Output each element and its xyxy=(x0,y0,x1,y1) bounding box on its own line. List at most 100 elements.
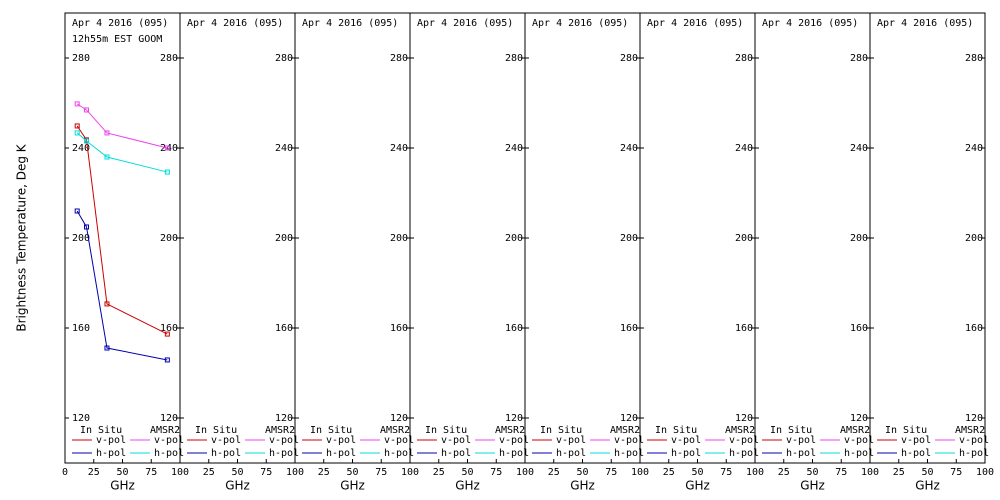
x-tick-label: 75 xyxy=(145,467,157,478)
x-tick-label: 50 xyxy=(806,467,818,478)
x-tick-label: 75 xyxy=(375,467,387,478)
series-line xyxy=(76,210,168,361)
legend-label: h-pol xyxy=(441,448,471,459)
series-line xyxy=(76,125,168,335)
x-axis-label: GHz xyxy=(685,479,710,493)
legend-label: h-pol xyxy=(614,448,644,459)
y-tick-label: 160 xyxy=(275,323,293,334)
legend-label: v-pol xyxy=(154,435,184,446)
x-axis-label: GHz xyxy=(915,479,940,493)
x-tick-label: 25 xyxy=(778,467,790,478)
panel-title: Apr 4 2016 (095) xyxy=(417,18,513,29)
legend-label: v-pol xyxy=(96,435,126,446)
y-tick-label: 120 xyxy=(965,413,983,424)
point-marker xyxy=(84,138,90,144)
x-tick-label: 100 xyxy=(401,467,419,478)
point-marker xyxy=(104,130,110,136)
legend-label: h-pol xyxy=(786,448,816,459)
y-tick-label: 200 xyxy=(275,233,293,244)
legend-label: v-pol xyxy=(671,435,701,446)
legend-label: h-pol xyxy=(959,448,989,459)
legend-group: AMSR2 xyxy=(955,425,985,436)
panel-title: Apr 4 2016 (095) xyxy=(302,18,398,29)
y-tick-label: 160 xyxy=(160,323,178,334)
legend-label: v-pol xyxy=(384,435,414,446)
panel-title: Apr 4 2016 (095) xyxy=(532,18,628,29)
legend-label: h-pol xyxy=(901,448,931,459)
y-tick-label: 200 xyxy=(965,233,983,244)
y-tick-label: 200 xyxy=(505,233,523,244)
point-marker xyxy=(104,154,110,160)
legend-label: h-pol xyxy=(671,448,701,459)
point-marker xyxy=(74,101,80,107)
legend-label: h-pol xyxy=(556,448,586,459)
legend-group: AMSR2 xyxy=(150,425,180,436)
y-tick-label: 280 xyxy=(965,53,983,64)
y-tick-label: 160 xyxy=(390,323,408,334)
y-tick-label: 160 xyxy=(620,323,638,334)
legend-label: h-pol xyxy=(154,448,184,459)
point-marker xyxy=(74,123,80,129)
legend-label: v-pol xyxy=(441,435,471,446)
y-tick-label: 280 xyxy=(505,53,523,64)
x-tick-label: 25 xyxy=(548,467,560,478)
y-tick-label: 120 xyxy=(275,413,293,424)
x-tick-label: 0 xyxy=(62,467,68,478)
point-marker xyxy=(74,208,80,214)
y-tick-label: 200 xyxy=(72,233,90,244)
y-tick-label: 240 xyxy=(965,143,983,154)
y-tick-label: 120 xyxy=(620,413,638,424)
legend-group: In Situ xyxy=(80,425,122,436)
legend-label: v-pol xyxy=(959,435,989,446)
legend-group: In Situ xyxy=(195,425,237,436)
legend-label: v-pol xyxy=(326,435,356,446)
y-tick-label: 240 xyxy=(620,143,638,154)
y-tick-label: 240 xyxy=(390,143,408,154)
legend-label: h-pol xyxy=(384,448,414,459)
x-tick-label: 25 xyxy=(663,467,675,478)
legend-group: In Situ xyxy=(885,425,927,436)
x-tick-label: 75 xyxy=(950,467,962,478)
legend-label: h-pol xyxy=(499,448,529,459)
x-tick-label: 50 xyxy=(921,467,933,478)
panel-title: Apr 4 2016 (095) xyxy=(187,18,283,29)
point-marker xyxy=(164,145,170,151)
series-line xyxy=(76,132,168,173)
panel-title: Apr 4 2016 (095) xyxy=(647,18,743,29)
x-axis-label: GHz xyxy=(225,479,250,493)
legend-label: v-pol xyxy=(269,435,299,446)
point-marker xyxy=(104,301,110,307)
y-tick-label: 280 xyxy=(390,53,408,64)
y-tick-label: 160 xyxy=(735,323,753,334)
legend-group: In Situ xyxy=(655,425,697,436)
legend-group: In Situ xyxy=(425,425,467,436)
y-tick-label: 240 xyxy=(850,143,868,154)
legend-label: h-pol xyxy=(326,448,356,459)
x-tick-label: 75 xyxy=(835,467,847,478)
y-tick-label: 200 xyxy=(850,233,868,244)
y-tick-label: 160 xyxy=(965,323,983,334)
legend-label: v-pol xyxy=(614,435,644,446)
panel-title: Apr 4 2016 (095) xyxy=(877,18,973,29)
y-tick-label: 240 xyxy=(72,143,90,154)
x-tick-label: 100 xyxy=(976,467,994,478)
x-tick-label: 25 xyxy=(433,467,445,478)
y-tick-label: 200 xyxy=(735,233,753,244)
legend-label: v-pol xyxy=(901,435,931,446)
y-tick-label: 280 xyxy=(620,53,638,64)
y-tick-label: 200 xyxy=(160,233,178,244)
legend-group: AMSR2 xyxy=(380,425,410,436)
legend-group: In Situ xyxy=(770,425,812,436)
x-tick-label: 25 xyxy=(893,467,905,478)
y-tick-label: 120 xyxy=(160,413,178,424)
y-tick-label: 120 xyxy=(390,413,408,424)
point-marker xyxy=(164,331,170,337)
point-marker xyxy=(104,345,110,351)
legend-label: h-pol xyxy=(211,448,241,459)
x-tick-label: 50 xyxy=(461,467,473,478)
y-tick-label: 120 xyxy=(850,413,868,424)
y-tick-label: 280 xyxy=(275,53,293,64)
x-tick-label: 100 xyxy=(631,467,649,478)
